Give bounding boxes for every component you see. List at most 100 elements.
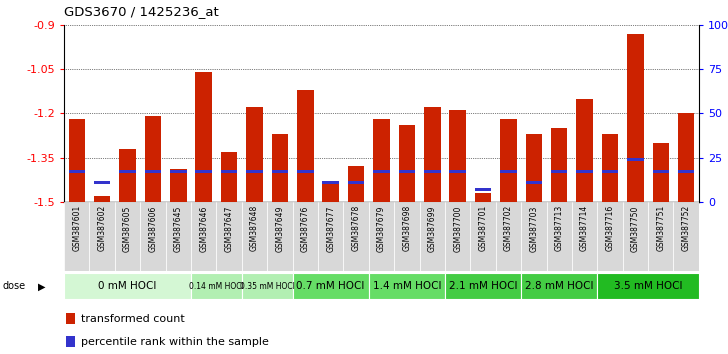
Text: GSM387646: GSM387646	[199, 205, 208, 252]
Bar	[323, 181, 339, 184]
Bar	[64, 202, 90, 271]
Bar	[577, 170, 593, 173]
Bar	[547, 202, 572, 271]
Bar	[373, 170, 389, 173]
Bar	[94, 196, 111, 202]
Text: 0.7 mM HOCl: 0.7 mM HOCl	[296, 281, 365, 291]
Bar	[602, 170, 618, 173]
Text: 2.8 mM HOCl: 2.8 mM HOCl	[525, 281, 593, 291]
Bar	[191, 273, 242, 299]
Bar	[597, 202, 622, 271]
Text: GSM387677: GSM387677	[326, 205, 335, 252]
Bar	[500, 170, 517, 173]
Bar	[551, 170, 567, 173]
Text: GSM387605: GSM387605	[123, 205, 132, 252]
Bar	[344, 202, 369, 271]
Bar	[166, 202, 191, 271]
Bar	[500, 119, 517, 202]
Bar	[94, 181, 111, 184]
Bar	[297, 170, 314, 173]
Bar	[216, 202, 242, 271]
Bar	[602, 134, 618, 202]
Bar	[170, 170, 186, 173]
Bar	[369, 273, 445, 299]
Text: ▶: ▶	[38, 281, 45, 291]
Bar	[242, 273, 293, 299]
Bar	[293, 202, 318, 271]
Bar	[221, 170, 237, 173]
Text: GSM387601: GSM387601	[72, 205, 82, 251]
Bar	[246, 170, 263, 173]
Bar	[272, 170, 288, 173]
Text: GSM387647: GSM387647	[225, 205, 234, 252]
Bar	[521, 273, 597, 299]
Bar	[622, 202, 648, 271]
Bar	[673, 202, 699, 271]
Bar	[678, 170, 695, 173]
Bar	[145, 170, 161, 173]
Bar	[191, 202, 216, 271]
Text: GSM387713: GSM387713	[555, 205, 563, 251]
Bar	[242, 202, 267, 271]
Text: transformed count: transformed count	[81, 314, 185, 324]
Bar	[267, 202, 293, 271]
Text: GSM387648: GSM387648	[250, 205, 259, 251]
Bar	[627, 34, 644, 202]
Text: GSM387602: GSM387602	[98, 205, 107, 251]
Text: dose: dose	[2, 281, 25, 291]
Text: GSM387752: GSM387752	[681, 205, 691, 251]
Bar	[68, 170, 85, 173]
Text: GSM387678: GSM387678	[352, 205, 360, 251]
Bar	[196, 170, 212, 173]
Text: GSM387701: GSM387701	[478, 205, 488, 251]
Bar	[323, 181, 339, 202]
Text: GSM387698: GSM387698	[403, 205, 411, 251]
Text: GSM387702: GSM387702	[504, 205, 513, 251]
Text: GSM387751: GSM387751	[656, 205, 665, 251]
Bar	[496, 202, 521, 271]
Text: 2.1 mM HOCl: 2.1 mM HOCl	[448, 281, 518, 291]
Bar	[399, 125, 415, 202]
Bar	[597, 273, 699, 299]
Bar	[348, 181, 364, 184]
Text: GSM387716: GSM387716	[606, 205, 614, 251]
Bar	[221, 152, 237, 202]
Bar	[394, 202, 419, 271]
Bar	[445, 273, 521, 299]
Text: GSM387699: GSM387699	[428, 205, 437, 252]
Bar	[424, 170, 440, 173]
Text: GSM387645: GSM387645	[174, 205, 183, 252]
Bar	[141, 202, 166, 271]
Text: GDS3670 / 1425236_at: GDS3670 / 1425236_at	[64, 5, 219, 18]
Bar	[652, 170, 669, 173]
Text: 1.4 mM HOCl: 1.4 mM HOCl	[373, 281, 441, 291]
Text: GSM387606: GSM387606	[149, 205, 157, 252]
Text: GSM387703: GSM387703	[529, 205, 538, 252]
Bar	[318, 202, 344, 271]
Bar	[348, 166, 364, 202]
Bar	[64, 273, 191, 299]
Bar	[577, 98, 593, 202]
Bar	[272, 134, 288, 202]
Bar	[90, 202, 115, 271]
Bar	[551, 128, 567, 202]
Bar	[470, 202, 496, 271]
Bar	[145, 116, 161, 202]
Bar	[68, 119, 85, 202]
Text: GSM387714: GSM387714	[580, 205, 589, 251]
Bar	[445, 202, 470, 271]
Text: GSM387700: GSM387700	[453, 205, 462, 252]
Bar	[424, 107, 440, 202]
Bar	[115, 202, 141, 271]
Text: 0 mM HOCl: 0 mM HOCl	[98, 281, 157, 291]
Text: 0.35 mM HOCl: 0.35 mM HOCl	[240, 282, 295, 291]
Bar	[119, 170, 136, 173]
Bar	[399, 170, 415, 173]
Bar	[526, 134, 542, 202]
Bar	[119, 149, 136, 202]
Bar	[648, 202, 673, 271]
Bar	[369, 202, 394, 271]
Bar	[652, 143, 669, 202]
Bar	[449, 170, 466, 173]
Bar	[475, 188, 491, 191]
